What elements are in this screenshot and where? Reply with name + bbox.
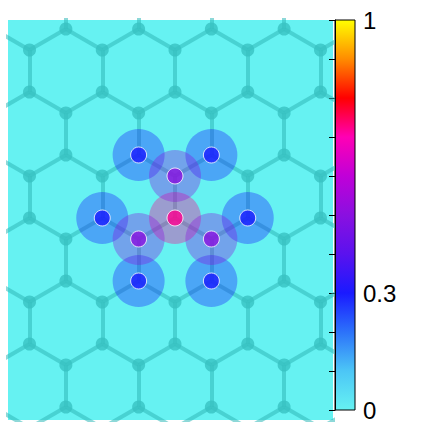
svg-text:1: 1 [363, 7, 376, 34]
svg-text:0.3: 0.3 [363, 280, 396, 307]
svg-text:0: 0 [363, 397, 376, 424]
